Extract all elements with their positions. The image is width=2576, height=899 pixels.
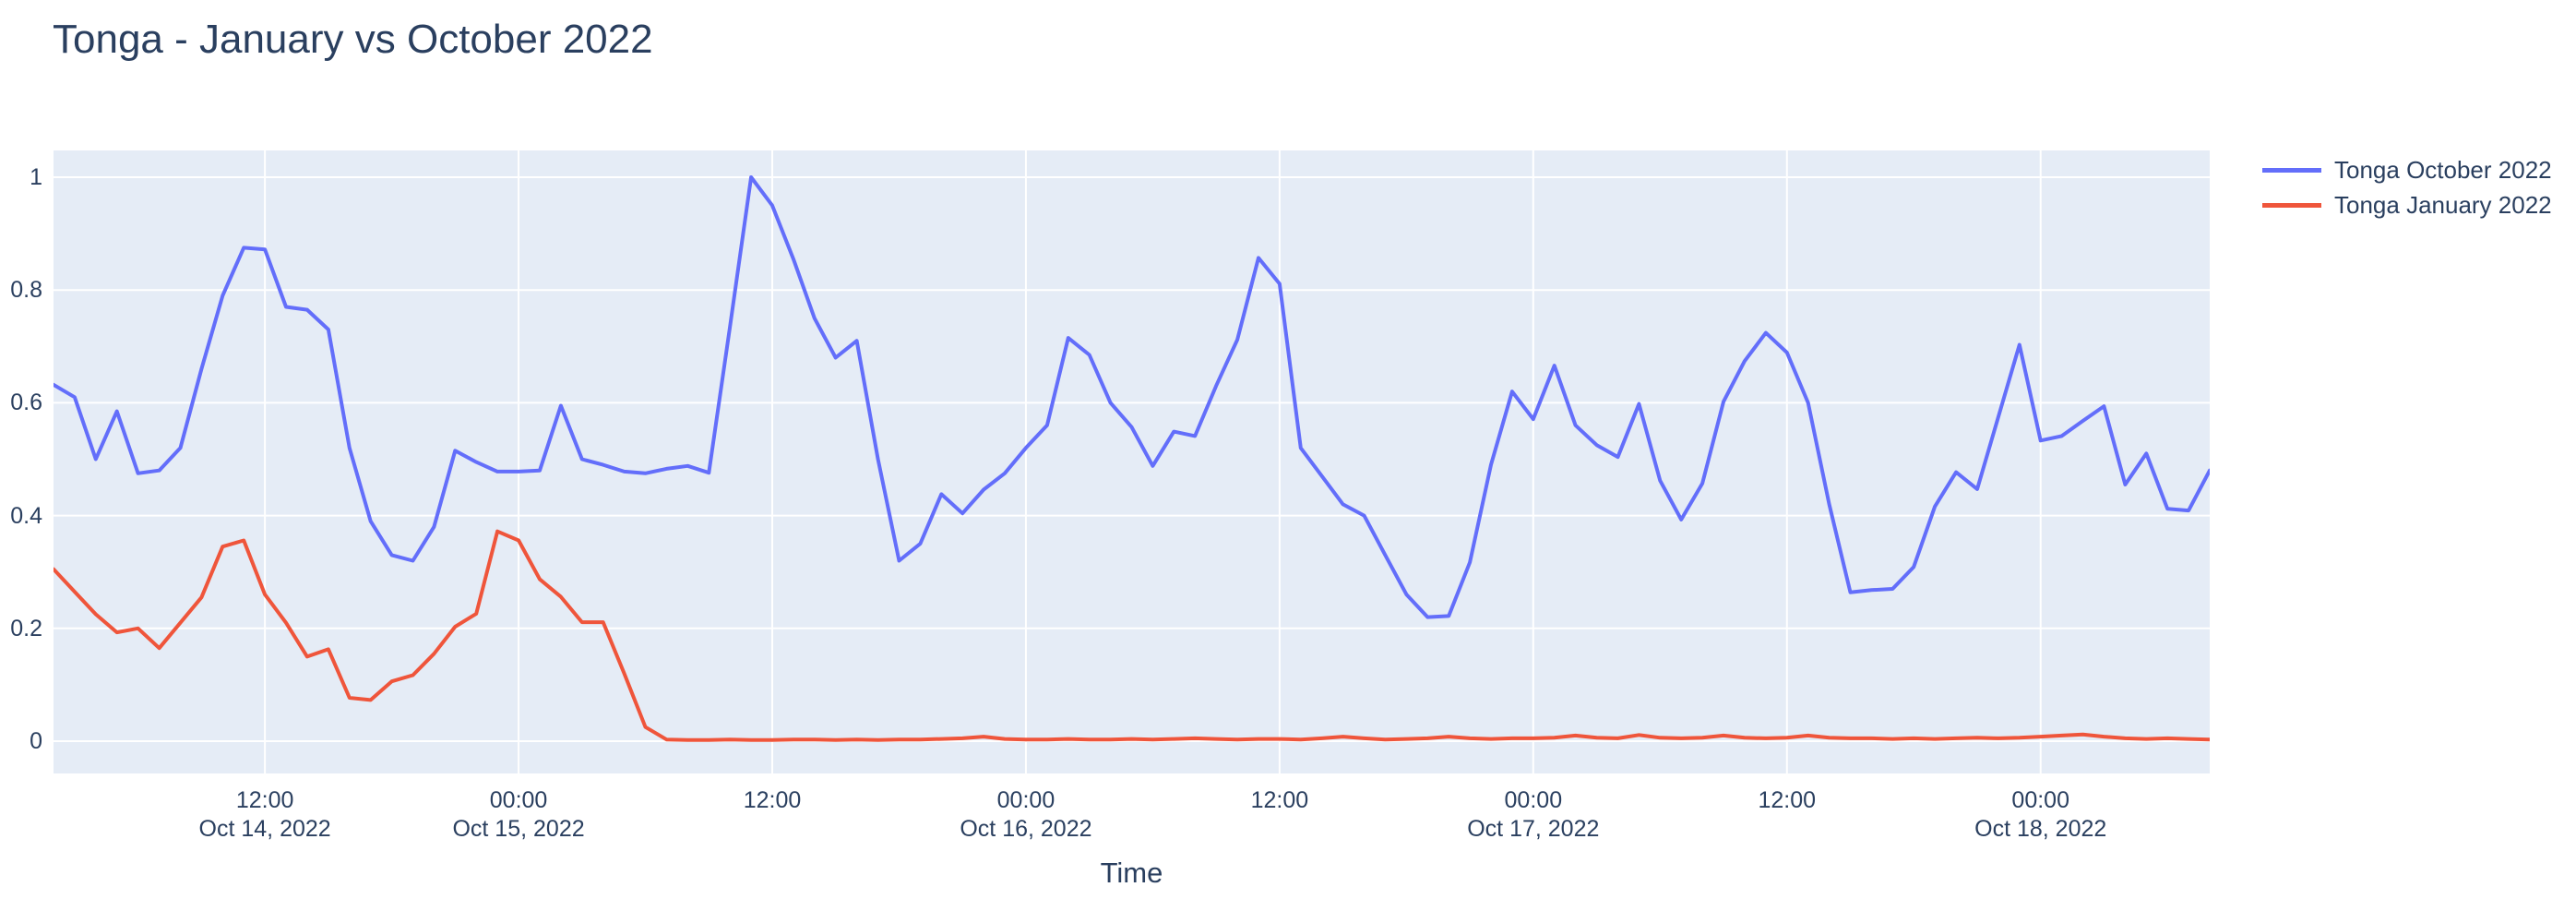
- x-tick-date: Oct 17, 2022: [1467, 816, 1600, 842]
- plot-background: [54, 150, 2210, 773]
- legend-entry-tonga-january-2022[interactable]: Tonga January 2022: [2262, 187, 2552, 222]
- plot-canvas: [54, 150, 2210, 773]
- x-axis-title: Time: [1100, 857, 1163, 889]
- legend-label-october: Tonga October 2022: [2334, 155, 2552, 184]
- series-line-0[interactable]: [54, 175, 2210, 619]
- legend-label-january: Tonga January 2022: [2334, 190, 2552, 219]
- x-tick-time: 12:00: [1758, 787, 1817, 813]
- x-tick-time: 00:00: [996, 787, 1055, 813]
- x-tick-time: 12:00: [1250, 787, 1309, 813]
- plot-area[interactable]: [54, 150, 2210, 773]
- x-tick-label: 12:00: [1676, 786, 1898, 815]
- x-tick-label: 12:00: [662, 786, 883, 815]
- legend-line-swatch-october: [2262, 167, 2321, 173]
- x-tick-time: 12:00: [235, 787, 294, 813]
- x-tick-time: 00:00: [489, 787, 548, 813]
- legend: Tonga October 2022 Tonga January 2022: [2262, 152, 2552, 222]
- series-line-1[interactable]: [54, 529, 2210, 742]
- x-axis: 12:00 Oct 14, 2022 00:00 Oct 15, 2022 12:00 0…: [54, 786, 2210, 845]
- chart-title: Tonga - January vs October 2022: [53, 17, 653, 62]
- y-tick-label: 0: [30, 728, 42, 754]
- x-tick-time: 00:00: [2011, 787, 2069, 813]
- x-tick-label: 00:00 Oct 15, 2022: [408, 786, 629, 844]
- x-tick-label: 00:00 Oct 17, 2022: [1423, 786, 1644, 844]
- y-tick-label: 0.4: [10, 502, 42, 529]
- x-tick-time: 12:00: [743, 787, 802, 813]
- x-tick-date: Oct 16, 2022: [960, 816, 1092, 842]
- legend-entry-tonga-october-2022[interactable]: Tonga October 2022: [2262, 152, 2552, 187]
- x-tick-date: Oct 15, 2022: [452, 816, 585, 842]
- x-tick-label: 12:00 Oct 14, 2022: [154, 786, 376, 844]
- y-axis: 0 0.2 0.4 0.6 0.8 1: [0, 150, 42, 773]
- x-tick-date: Oct 18, 2022: [1974, 816, 2107, 842]
- y-tick-label: 1: [30, 164, 42, 190]
- y-tick-label: 0.6: [10, 390, 42, 416]
- y-tick-label: 0.2: [10, 615, 42, 641]
- x-tick-label: 00:00 Oct 16, 2022: [915, 786, 1137, 844]
- legend-line-swatch-january: [2262, 202, 2321, 208]
- x-tick-label: 00:00 Oct 18, 2022: [1930, 786, 2152, 844]
- x-tick-time: 00:00: [1504, 787, 1563, 813]
- x-tick-date: Oct 14, 2022: [198, 816, 331, 842]
- x-tick-label: 12:00: [1169, 786, 1390, 815]
- y-tick-label: 0.8: [10, 277, 42, 304]
